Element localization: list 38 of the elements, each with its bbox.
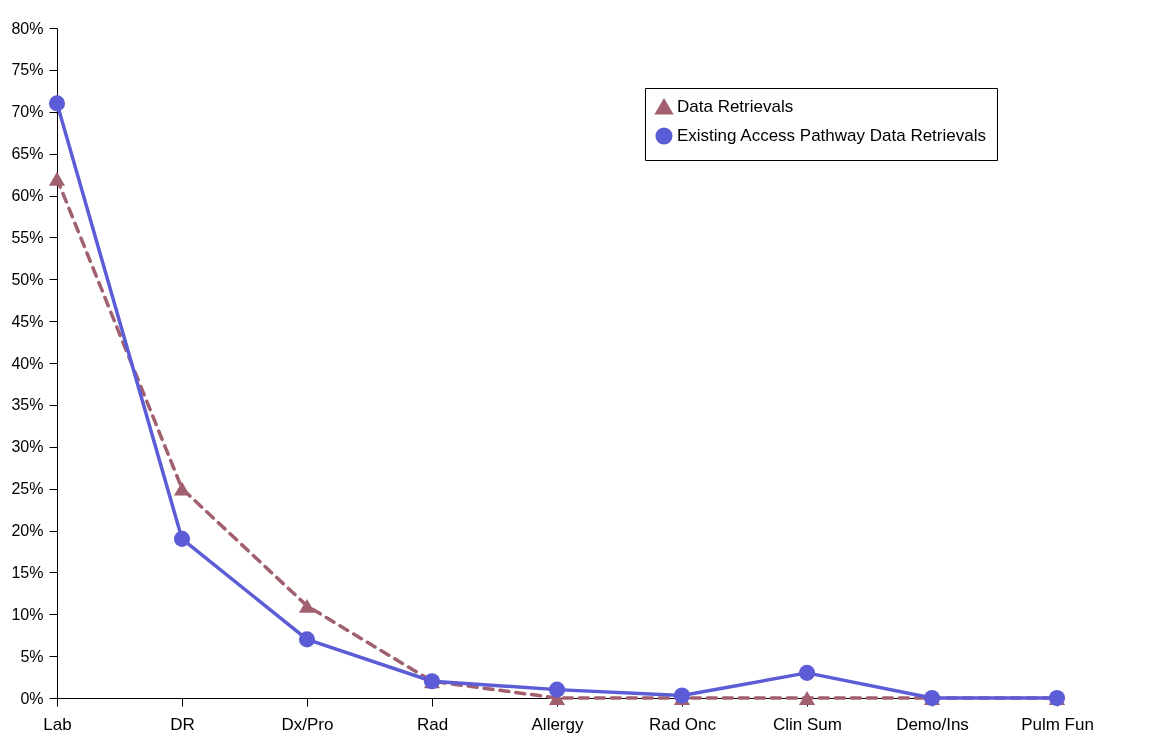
legend-label: Existing Access Pathway Data Retrievals xyxy=(677,126,986,145)
y-tick-label: 55% xyxy=(11,228,44,246)
point xyxy=(673,687,691,704)
x-tick-label: DR xyxy=(170,714,195,734)
y-tick-label: 45% xyxy=(11,312,44,330)
point xyxy=(298,631,316,648)
x-tick-label: Rad xyxy=(416,714,449,734)
point xyxy=(173,530,191,547)
y-tick-label: 60% xyxy=(11,187,44,204)
y-tick-label: 50% xyxy=(11,270,44,288)
x-tick-label: Lab xyxy=(43,714,72,734)
y-tick-label: 10% xyxy=(11,605,44,623)
legend-label: Data Retrievals xyxy=(677,97,794,116)
y-tick-label: 20% xyxy=(11,522,44,539)
point xyxy=(173,481,191,496)
y-tick-label: 25% xyxy=(11,480,44,498)
y-tick-label: 30% xyxy=(11,438,44,456)
point xyxy=(548,681,566,698)
y-tick-label: 80% xyxy=(11,19,44,37)
y-tick-label: 35% xyxy=(11,396,44,414)
y-tick-label: 5% xyxy=(20,647,44,665)
x-tick-label: Pulm Fun xyxy=(1021,714,1094,734)
point xyxy=(798,664,816,681)
x-tick-label: Allergy xyxy=(531,714,584,734)
x-tick-label: Demo/Ins xyxy=(896,714,969,734)
x-tick-label: Rad Onc xyxy=(648,714,717,734)
y-tick-label: 75% xyxy=(11,61,44,79)
x-tick-label: Clin Sum xyxy=(773,714,842,734)
point xyxy=(48,95,66,112)
y-tick-label: 65% xyxy=(11,145,44,163)
y-tick-label: 15% xyxy=(11,563,44,581)
point xyxy=(48,171,66,186)
y-tick-label: 70% xyxy=(11,103,44,121)
y-tick-label: 40% xyxy=(11,354,44,372)
x-tick-label: Dx/Pro xyxy=(281,714,334,734)
point xyxy=(298,598,316,613)
point xyxy=(798,691,816,705)
y-tick-label: 0% xyxy=(20,689,44,707)
